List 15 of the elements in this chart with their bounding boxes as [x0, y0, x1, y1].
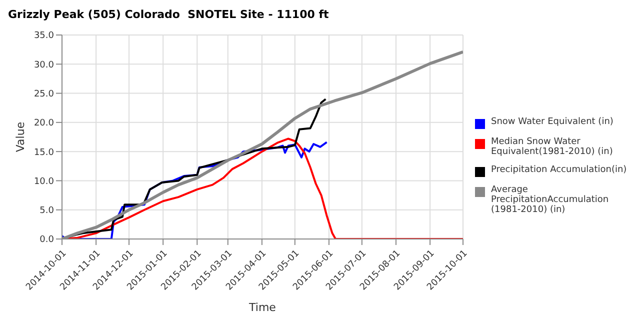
y-tick-label: 10.0 — [34, 176, 54, 187]
y-tick-label: 20.0 — [34, 118, 54, 129]
legend-label: Precipitation Accumulation(in) — [491, 165, 627, 175]
y-tick-label: 30.0 — [34, 60, 54, 70]
x-axis-title: Time — [248, 301, 276, 314]
y-tick-label: 15.0 — [34, 148, 54, 158]
y-tick-label: 35.0 — [34, 31, 54, 42]
y-tick-label: 5.0 — [40, 206, 54, 216]
legend-label: Average PrecipitationAccumulation (1981-2010) (in) — [491, 185, 610, 215]
legend-label: Snow Water Equivalent (in) — [491, 117, 614, 127]
y-tick-label: 0.0 — [40, 235, 54, 246]
y-tick-label: 25.0 — [34, 89, 54, 100]
legend-label: Median Snow Water Equivalent(1981-2010) (in) — [491, 137, 614, 157]
chart-title: Grizzly Peak (505) Colorado SNOTEL Site - 11100 ft — [8, 8, 330, 21]
y-axis-title: Value — [14, 122, 27, 152]
